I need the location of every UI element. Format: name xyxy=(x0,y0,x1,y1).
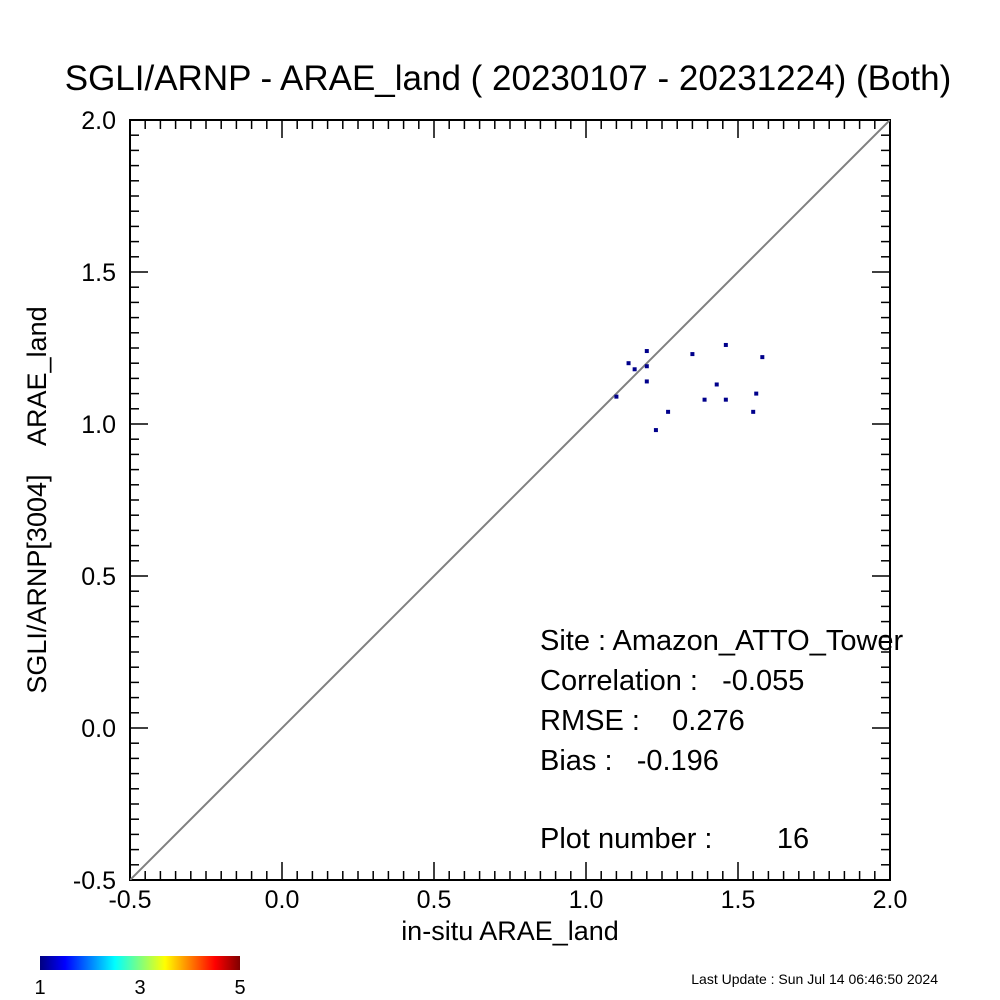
data-point xyxy=(626,361,631,366)
x-tick-label: 2.0 xyxy=(873,886,908,914)
data-point xyxy=(754,391,759,396)
stats-site: Site : Amazon_ATTO_Tower xyxy=(540,625,904,657)
data-point xyxy=(644,379,649,384)
chart-title: SGLI/ARNP - ARAE_land ( 20230107 - 20231… xyxy=(65,59,952,98)
stats-plot-number: Plot number : 16 xyxy=(540,823,809,855)
x-tick-labels: -0.5 0.0 0.5 1.0 1.5 2.0 xyxy=(108,886,907,914)
data-point xyxy=(760,355,765,360)
y-tick-label: -0.5 xyxy=(73,867,116,895)
colorbar-max-label: 5 xyxy=(234,977,245,999)
data-points xyxy=(614,342,765,433)
y-axis-label: SGLI/ARNP[3004] ARAE_land xyxy=(22,306,52,693)
data-point xyxy=(666,409,671,414)
data-point xyxy=(644,349,649,354)
x-tick-label: 0.5 xyxy=(417,886,452,914)
data-point xyxy=(632,367,637,372)
stats-correlation: Correlation : -0.055 xyxy=(540,665,804,697)
y-tick-label: 2.0 xyxy=(81,107,116,135)
data-point xyxy=(723,397,728,402)
colorbar-min-label: 1 xyxy=(34,977,45,999)
y-tick-label: 1.0 xyxy=(81,411,116,439)
data-point xyxy=(653,428,658,433)
data-point xyxy=(702,397,707,402)
data-point xyxy=(751,409,756,414)
data-point xyxy=(690,352,695,357)
x-tick-label: 1.5 xyxy=(721,886,756,914)
x-tick-label: 1.0 xyxy=(569,886,604,914)
stats-bias: Bias : -0.196 xyxy=(540,745,719,777)
colorbar-gradient xyxy=(40,956,240,970)
stats-annotation: Site : Amazon_ATTO_Tower Correlation : -… xyxy=(540,625,904,855)
data-point xyxy=(644,364,649,369)
y-tick-label: 1.5 xyxy=(81,259,116,287)
y-tick-label: 0.0 xyxy=(81,715,116,743)
y-tick-labels: -0.5 0.0 0.5 1.0 1.5 2.0 xyxy=(73,107,116,895)
data-point xyxy=(714,382,719,387)
axis-ticks xyxy=(129,119,891,881)
one-to-one-line xyxy=(130,120,890,880)
stats-rmse: RMSE : 0.276 xyxy=(540,705,745,737)
y-tick-label: 0.5 xyxy=(81,563,116,591)
x-tick-label: -0.5 xyxy=(108,886,151,914)
x-axis-label: in-situ ARAE_land xyxy=(401,916,619,946)
colorbar-mid-label: 3 xyxy=(134,977,145,999)
data-point xyxy=(614,394,619,399)
last-update-text: Last Update : Sun Jul 14 06:46:50 2024 xyxy=(691,971,938,987)
x-tick-label: 0.0 xyxy=(265,886,300,914)
colorbar: 1 3 5 xyxy=(34,956,246,999)
data-point xyxy=(723,342,728,347)
plot-area xyxy=(129,119,891,881)
